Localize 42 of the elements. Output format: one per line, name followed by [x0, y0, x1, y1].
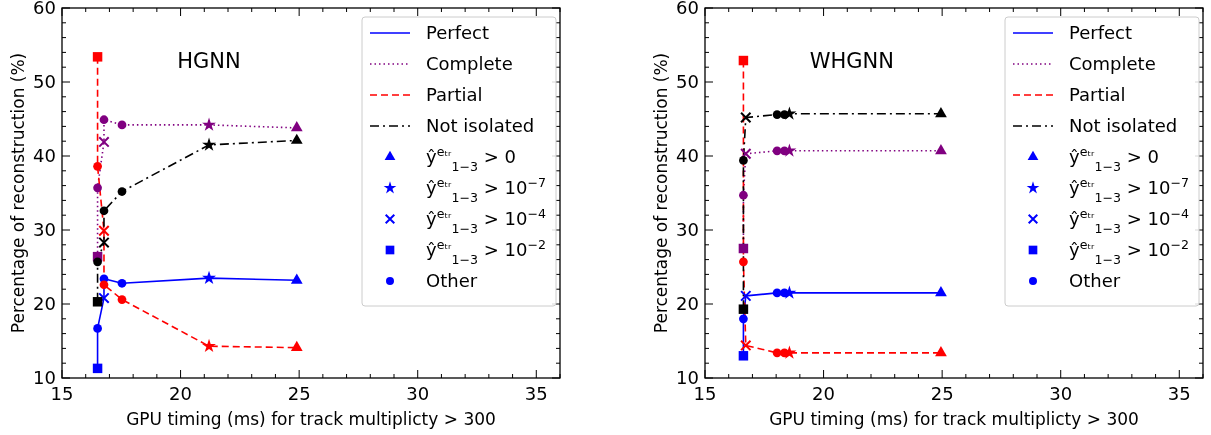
- y-tick-label: 50: [676, 71, 699, 92]
- legend-label: ŷ$^{eₜᵣ}$$_{1−3}$ > 0: [1069, 143, 1159, 174]
- x-axis-title: GPU timing (ms) for track multiplicty > 300: [126, 409, 496, 429]
- legend-label: Other: [426, 270, 478, 291]
- y-tick-label: 60: [676, 0, 699, 18]
- y-axis-title: Percentage of reconstruction (%): [8, 52, 28, 334]
- x-tick-label: 20: [812, 383, 836, 404]
- x-tick-label: 25: [930, 383, 954, 404]
- legend-label: Not isolated: [1069, 115, 1178, 136]
- x-tick-label: 25: [287, 383, 311, 404]
- x-tick-label: 35: [1167, 383, 1191, 404]
- legend-label: ŷ$^{eₜᵣ}$$_{1−3}$ > 10$^{−2}$: [426, 236, 546, 267]
- x-tick-label: 30: [406, 383, 430, 404]
- y-tick-label: 30: [33, 219, 56, 240]
- y-axis-title: Percentage of reconstruction (%): [651, 52, 671, 334]
- text: HGNN: [177, 49, 241, 73]
- legend-label: ŷ$^{eₜᵣ}$$_{1−3}$ > 10$^{−4}$: [1069, 205, 1189, 236]
- legend-label: Not isolated: [426, 115, 535, 136]
- legend-label: Complete: [426, 53, 513, 74]
- x-tick-label: 30: [1049, 383, 1073, 404]
- y-tick-label: 20: [33, 293, 56, 314]
- text: WHGNN: [809, 49, 895, 73]
- x-tick-label: 20: [169, 383, 193, 404]
- legend-label: ŷ$^{eₜᵣ}$$_{1−3}$ > 10$^{−2}$: [1069, 236, 1189, 267]
- legend-label: ŷ$^{eₜᵣ}$$_{1−3}$ > 10$^{−7}$: [1069, 174, 1189, 205]
- legend-label: ŷ$^{eₜᵣ}$$_{1−3}$ > 0: [426, 143, 516, 174]
- y-tick-label: 40: [33, 145, 56, 166]
- y-tick-label: 20: [676, 293, 699, 314]
- y-tick-label: 60: [33, 0, 56, 18]
- x-axis-title: GPU timing (ms) for track multiplicty > 300: [769, 409, 1139, 429]
- legend-label: Other: [1069, 270, 1121, 291]
- legend-label: ŷ$^{eₜᵣ}$$_{1−3}$ > 10$^{−4}$: [426, 205, 546, 236]
- legend-label: Perfect: [426, 22, 490, 43]
- legend-label: Complete: [1069, 53, 1156, 74]
- y-tick-label: 40: [676, 145, 699, 166]
- legend-label: Partial: [426, 84, 483, 105]
- legend-label: ŷ$^{eₜᵣ}$$_{1−3}$ > 10$^{−7}$: [426, 174, 546, 205]
- x-tick-label: 35: [524, 383, 548, 404]
- legend-label: Partial: [1069, 84, 1126, 105]
- y-tick-label: 50: [33, 71, 56, 92]
- y-tick-label: 30: [676, 219, 699, 240]
- legend-label: Perfect: [1069, 22, 1133, 43]
